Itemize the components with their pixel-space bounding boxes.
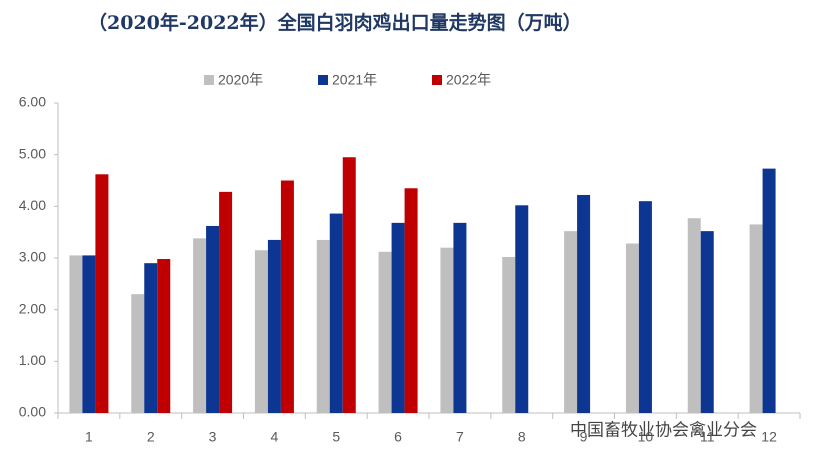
y-tick-label: 5.00 — [19, 145, 46, 161]
y-tick-label: 2.00 — [19, 300, 46, 316]
bar — [254, 250, 268, 413]
legend-swatch — [318, 75, 328, 85]
chart-title: （2020年-2022年）全国白羽肉鸡出口量走势图（万吨） — [88, 11, 582, 34]
x-tick-label: 9 — [580, 429, 588, 445]
bar — [69, 255, 83, 413]
x-tick-label: 2 — [147, 429, 155, 445]
x-tick-label: 6 — [394, 429, 402, 445]
bar — [404, 188, 418, 413]
bar — [329, 213, 343, 413]
bar — [515, 205, 529, 413]
y-tick-label: 4.00 — [19, 197, 46, 213]
bar — [762, 168, 776, 413]
y-tick-label: 0.00 — [19, 404, 46, 420]
y-tick-label: 3.00 — [19, 249, 46, 265]
bar — [638, 201, 652, 413]
bar — [502, 256, 516, 413]
bar — [131, 294, 145, 413]
source: 中国畜牧业协会禽业分会 — [570, 420, 757, 439]
x-tick-label: 3 — [209, 429, 217, 445]
x-tick-label: 11 — [700, 429, 715, 445]
x-tick-label: 1 — [85, 429, 93, 445]
y-tick-label: 6.00 — [19, 94, 46, 110]
bar — [391, 222, 405, 413]
bar — [267, 239, 281, 413]
x-tick-label: 8 — [518, 429, 526, 445]
bar — [193, 238, 207, 413]
x-tick-label: 10 — [638, 429, 654, 445]
x-tick-label: 7 — [456, 429, 464, 445]
y-tick-label: 1.00 — [19, 352, 46, 368]
x-tick-label: 4 — [271, 429, 279, 445]
bar — [453, 222, 467, 413]
bar — [316, 239, 330, 413]
bar — [564, 231, 578, 413]
x-tick-label: 5 — [332, 429, 340, 445]
bar — [157, 259, 171, 413]
bar — [82, 255, 96, 413]
bar — [280, 180, 294, 413]
legend-label: 2020年 — [218, 72, 263, 88]
bar — [700, 231, 714, 413]
legend-label: 2022年 — [446, 72, 491, 88]
bar — [440, 247, 454, 413]
x-tick-label: 12 — [761, 429, 777, 445]
bar — [206, 225, 220, 413]
bar — [687, 218, 701, 413]
bar — [95, 174, 109, 413]
bar — [378, 251, 392, 413]
bar — [749, 224, 763, 413]
legend-swatch — [432, 75, 442, 85]
bar — [342, 157, 356, 413]
bar — [219, 191, 233, 413]
bar — [625, 243, 639, 413]
legend-label: 2021年 — [332, 72, 377, 88]
legend-swatch — [204, 75, 214, 85]
bar — [144, 263, 158, 413]
bar — [577, 194, 591, 413]
